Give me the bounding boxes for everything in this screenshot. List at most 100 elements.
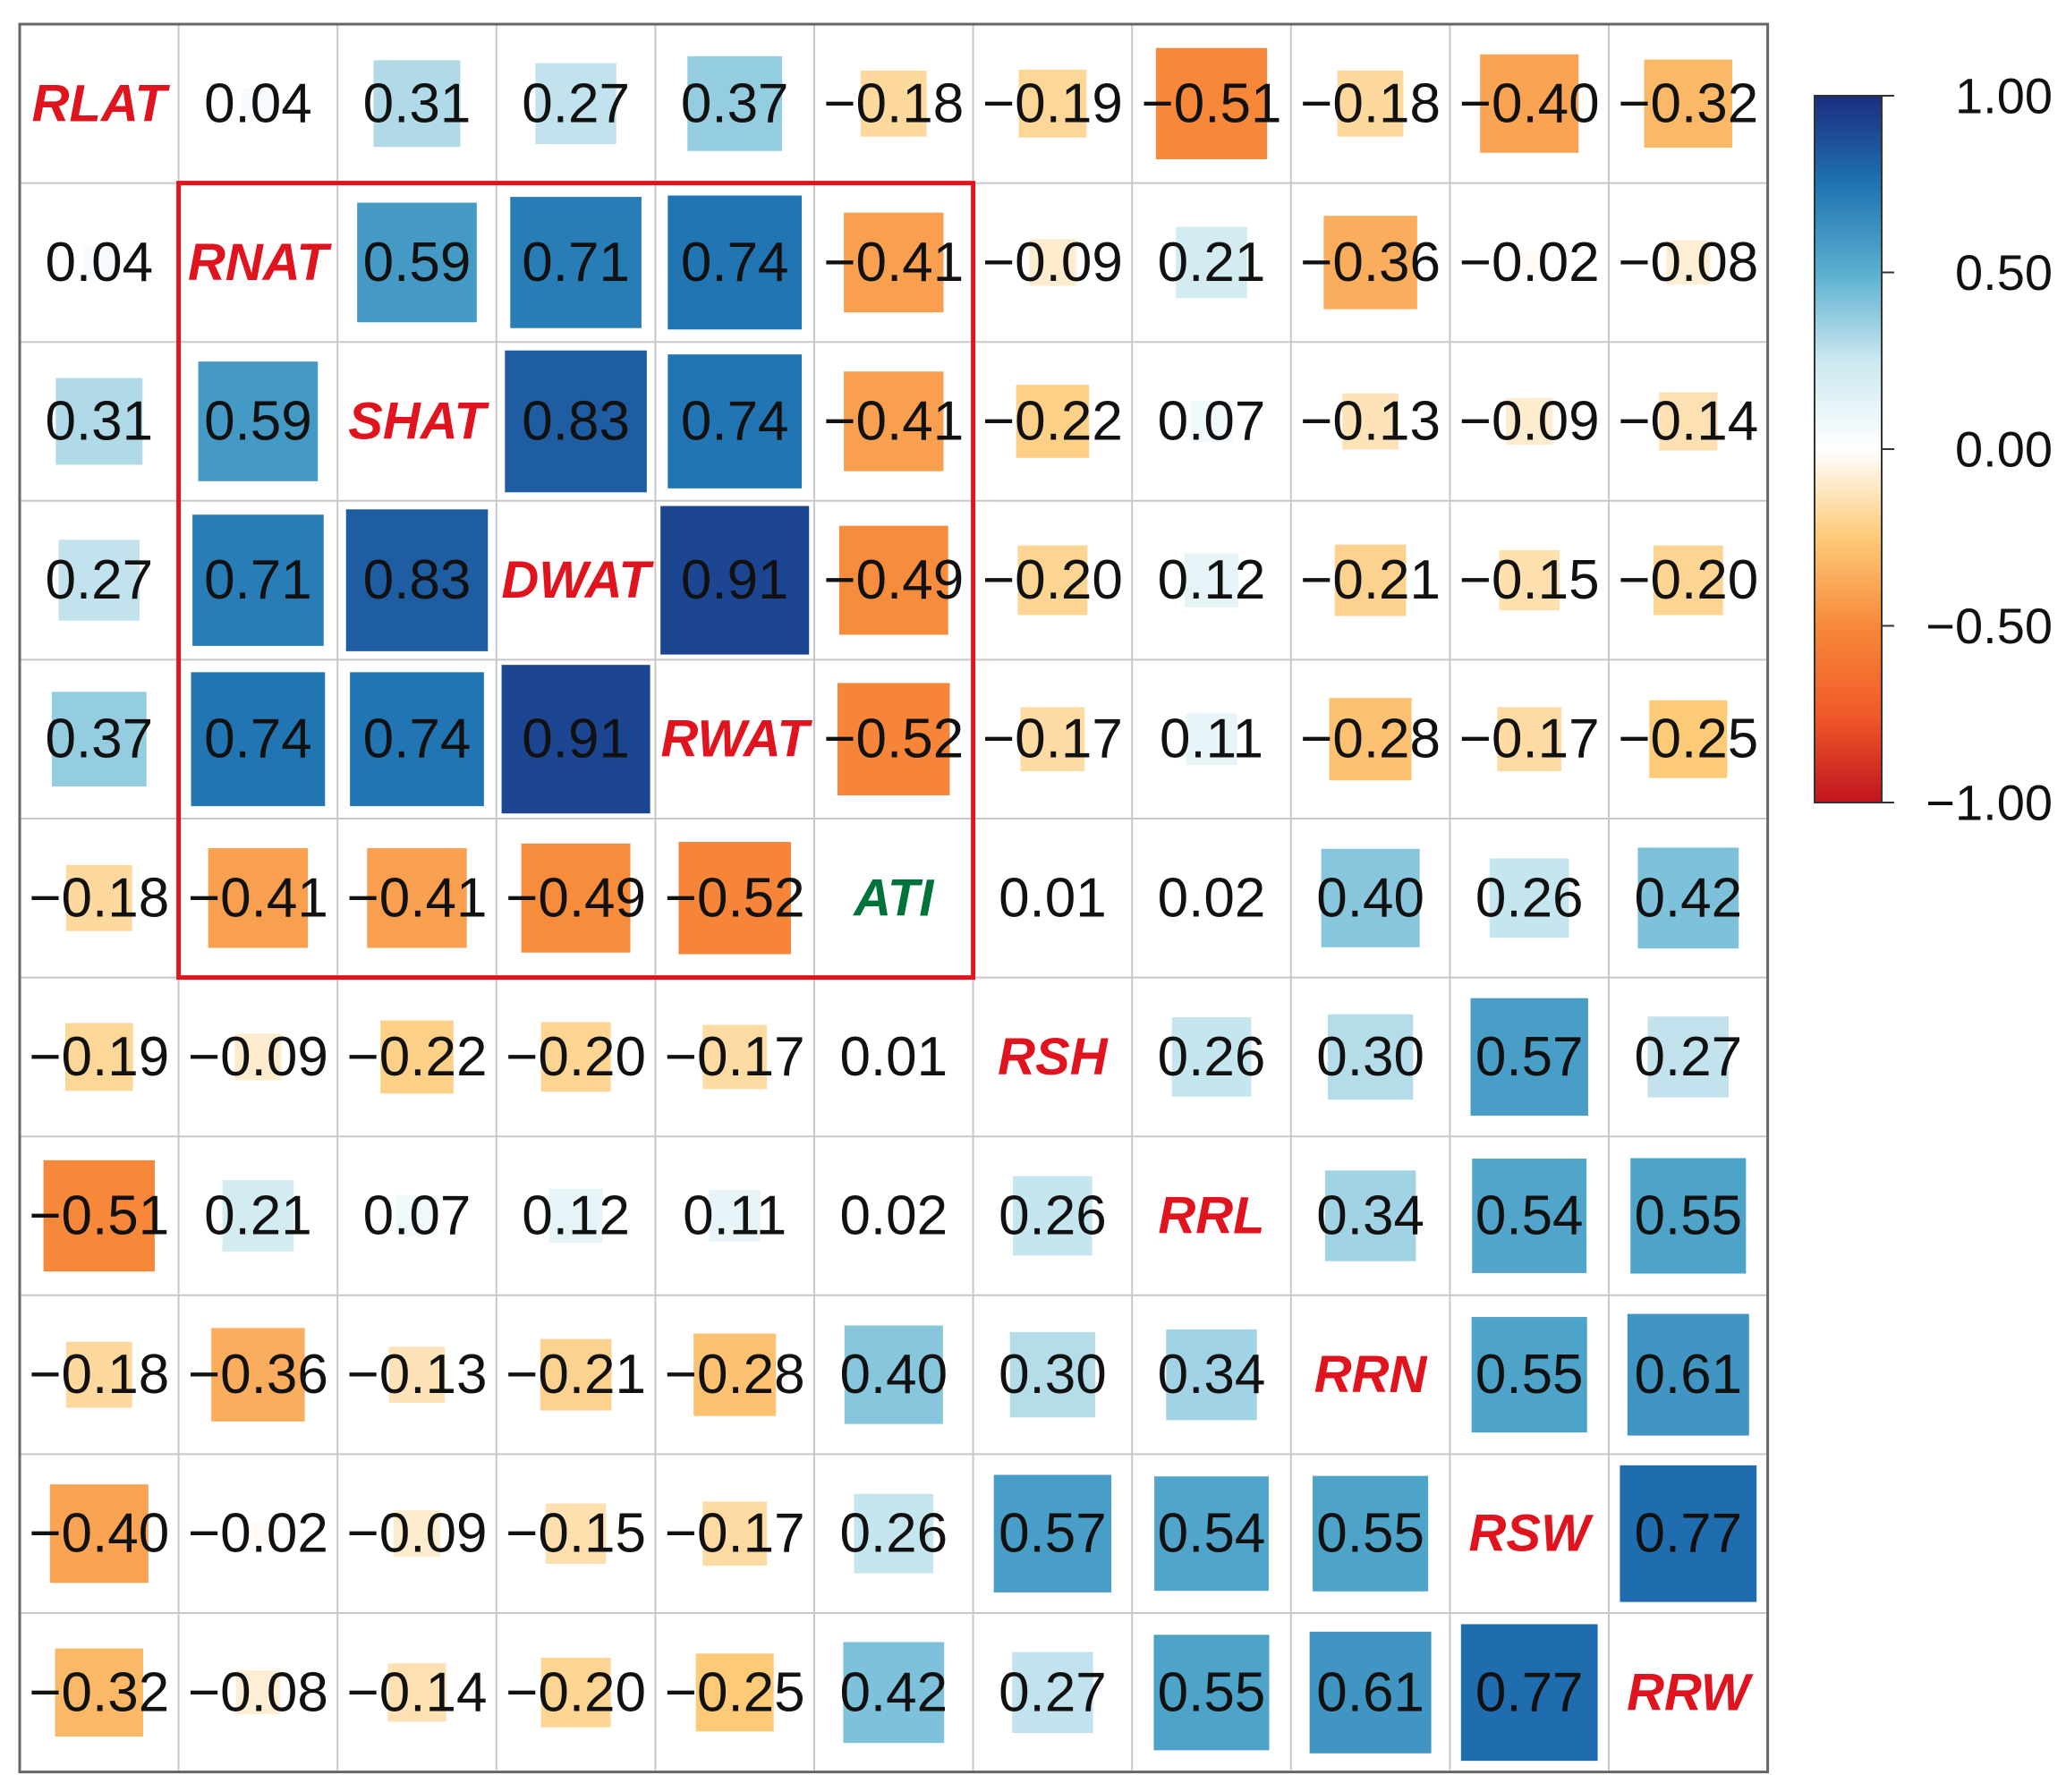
heatmap-cell (854, 1493, 934, 1574)
heatmap-cell (242, 88, 274, 120)
heatmap-cell (83, 246, 115, 278)
heatmap-cell (886, 1049, 902, 1066)
cell-value-label: −0.17 (665, 1026, 805, 1088)
heatmap-cell (234, 1033, 282, 1081)
cell-value-label: −0.40 (1459, 72, 1600, 134)
heatmap-cell (1518, 251, 1541, 274)
cell-value-label: −0.40 (29, 1503, 169, 1565)
cell-value-label: −0.17 (982, 709, 1123, 770)
cell-value-label: −0.19 (29, 1026, 169, 1088)
diagonal-label-rrn: RRN (1314, 1346, 1428, 1404)
cell-value-label: 0.30 (999, 1344, 1107, 1406)
cell-value-label: −0.25 (1618, 709, 1758, 770)
cell-value-label: 0.40 (1316, 867, 1424, 929)
heatmap-cell (667, 195, 803, 330)
heatmap-cell (1460, 1624, 1598, 1762)
cell-value-label: 0.27 (999, 1661, 1107, 1723)
cell-value-label: −0.52 (823, 709, 964, 770)
heatmap-cell (1666, 240, 1711, 285)
cell-value-label: −0.52 (665, 867, 805, 929)
heatmap-cell (702, 1024, 768, 1090)
cell-value-label: −0.41 (188, 867, 328, 929)
heatmap-cell (388, 1346, 446, 1403)
cell-value-label: −0.19 (982, 72, 1123, 134)
diagonal-label-dwat: DWAT (501, 551, 654, 609)
cell-value-label: −0.08 (1618, 232, 1758, 293)
heatmap-cell (1653, 545, 1723, 616)
heatmap-cell (387, 1663, 446, 1722)
heatmap-cell (1334, 544, 1407, 616)
cell-value-label: 0.61 (1316, 1661, 1424, 1723)
heatmap-cell (882, 1204, 905, 1227)
cell-value-label: 0.02 (839, 1185, 948, 1247)
heatmap-cell (1337, 70, 1404, 137)
cell-value-label: 0.04 (45, 232, 153, 293)
cell-value-label: 0.55 (1158, 1661, 1266, 1723)
cell-value-label: −0.08 (188, 1661, 328, 1723)
heatmap-cell (545, 1503, 607, 1564)
heatmap-cell (1471, 1317, 1587, 1433)
cell-value-label: −0.15 (506, 1503, 646, 1565)
heatmap-cell (1627, 1313, 1749, 1436)
heatmap-cell (222, 1180, 294, 1252)
heatmap-cell (844, 1325, 943, 1424)
heatmap-cell (1321, 848, 1420, 947)
heatmap-cell (65, 1341, 132, 1408)
heatmap-cell (345, 509, 489, 651)
heatmap-cell (1186, 713, 1237, 766)
heatmap-cell (373, 60, 461, 148)
cell-value-label: −0.17 (665, 1503, 805, 1565)
heatmap-cell (678, 842, 791, 955)
heatmap-frame (18, 22, 1770, 1774)
heatmap-cell (55, 1648, 144, 1737)
heatmap-cell (1153, 1635, 1270, 1751)
cell-value-label: 0.71 (204, 549, 312, 611)
cell-value-label: 0.40 (839, 1344, 948, 1406)
heatmap-cell (395, 1194, 438, 1237)
heatmap-cell (1171, 1017, 1252, 1097)
heatmap-cell (687, 55, 783, 151)
heatmap-cell (191, 672, 326, 807)
cell-value-label: 0.59 (363, 232, 472, 293)
heatmap-cell (695, 1653, 774, 1732)
cell-value-label: 0.55 (1475, 1344, 1584, 1406)
cell-value-label: 0.11 (1160, 709, 1263, 770)
cell-value-label: 0.61 (1634, 1344, 1742, 1406)
heatmap-cell (1018, 69, 1087, 138)
heatmap-cell (702, 1501, 768, 1567)
diagonal-label-rrl: RRL (1158, 1187, 1264, 1245)
cell-value-label: −0.18 (1300, 72, 1441, 134)
cell-value-label: −0.49 (506, 867, 646, 929)
heatmap-cell (367, 848, 467, 948)
heatmap-cell (838, 525, 948, 635)
cell-value-label: 0.77 (1475, 1661, 1584, 1723)
heatmap-cell (49, 1484, 149, 1584)
heatmap-cell (1489, 858, 1569, 938)
cell-value-label: −0.32 (29, 1661, 169, 1723)
heatmap-cell (198, 361, 319, 481)
cell-value-label: 0.83 (522, 391, 630, 453)
colorbar-gradient (1814, 95, 1883, 803)
cell-value-label: 0.04 (204, 72, 312, 134)
cell-value-label: −0.28 (665, 1344, 805, 1406)
cell-value-label: −0.28 (1300, 709, 1441, 770)
cell-value-label: −0.41 (347, 867, 488, 929)
heatmap-cell (1499, 549, 1560, 611)
cell-value-label: −0.13 (1300, 391, 1441, 453)
cell-value-label: −0.20 (1618, 549, 1758, 611)
colorbar-tick-label: −1.00 (1926, 775, 2053, 831)
cell-value-label: −0.21 (1300, 549, 1441, 611)
heatmap-cell (501, 665, 650, 814)
cell-value-label: 0.57 (999, 1503, 1107, 1565)
cell-value-label: −0.09 (1459, 391, 1600, 453)
heatmap-cell (540, 1022, 611, 1092)
colorbar-tick-label: 0.50 (1955, 244, 2053, 301)
cell-value-label: 0.54 (1475, 1185, 1584, 1247)
heatmap-cell (660, 505, 810, 655)
heatmap-cell (64, 1023, 133, 1091)
cell-value-label: −0.13 (347, 1344, 488, 1406)
cell-value-label: 0.91 (522, 709, 630, 770)
cell-value-label: 0.42 (839, 1661, 948, 1723)
heatmap-cell (1313, 1475, 1429, 1592)
cell-value-label: 0.27 (45, 549, 153, 611)
